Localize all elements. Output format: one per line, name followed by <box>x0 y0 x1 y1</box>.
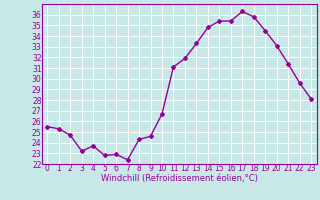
X-axis label: Windchill (Refroidissement éolien,°C): Windchill (Refroidissement éolien,°C) <box>101 174 258 183</box>
